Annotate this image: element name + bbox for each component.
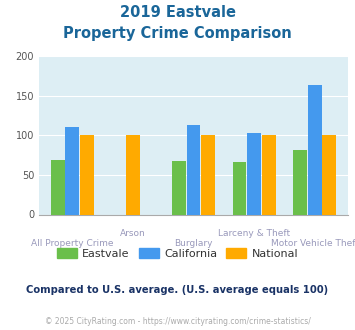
Bar <box>172 161 186 215</box>
Bar <box>322 135 336 214</box>
Bar <box>308 85 322 214</box>
Bar <box>201 135 215 214</box>
Bar <box>293 150 307 214</box>
Bar <box>186 125 201 214</box>
Text: Larceny & Theft: Larceny & Theft <box>218 229 290 238</box>
Bar <box>262 135 275 214</box>
Legend: Eastvale, California, National: Eastvale, California, National <box>52 244 303 263</box>
Text: Motor Vehicle Theft: Motor Vehicle Theft <box>271 239 355 248</box>
Text: All Property Crime: All Property Crime <box>31 239 114 248</box>
Text: Arson: Arson <box>120 229 146 238</box>
Text: Compared to U.S. average. (U.S. average equals 100): Compared to U.S. average. (U.S. average … <box>26 285 329 295</box>
Bar <box>51 160 65 214</box>
Bar <box>247 133 261 214</box>
Text: Property Crime Comparison: Property Crime Comparison <box>63 26 292 41</box>
Bar <box>65 127 79 214</box>
Text: © 2025 CityRating.com - https://www.cityrating.com/crime-statistics/: © 2025 CityRating.com - https://www.city… <box>45 317 310 326</box>
Bar <box>233 162 246 214</box>
Text: Burglary: Burglary <box>174 239 213 248</box>
Bar <box>126 135 140 214</box>
Bar <box>80 135 94 214</box>
Text: 2019 Eastvale: 2019 Eastvale <box>120 5 235 20</box>
